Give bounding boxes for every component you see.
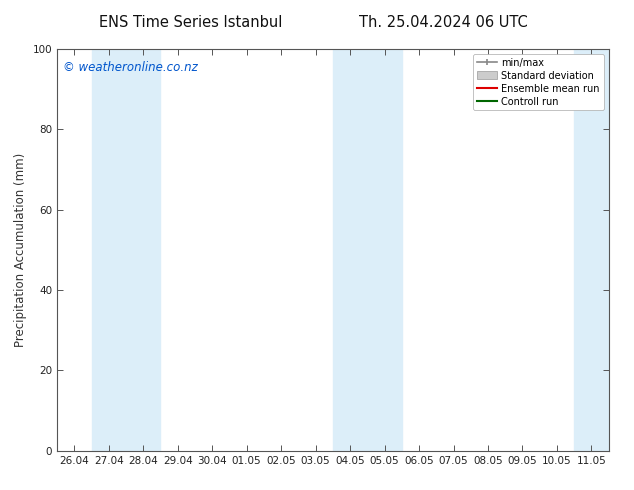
- Text: © weatheronline.co.nz: © weatheronline.co.nz: [63, 61, 197, 74]
- Legend: min/max, Standard deviation, Ensemble mean run, Controll run: min/max, Standard deviation, Ensemble me…: [473, 54, 604, 110]
- Y-axis label: Precipitation Accumulation (mm): Precipitation Accumulation (mm): [14, 153, 27, 347]
- Bar: [91, 49, 160, 451]
- Bar: [574, 49, 609, 451]
- Bar: [333, 49, 402, 451]
- Text: Th. 25.04.2024 06 UTC: Th. 25.04.2024 06 UTC: [359, 15, 528, 30]
- Text: ENS Time Series Istanbul: ENS Time Series Istanbul: [98, 15, 282, 30]
